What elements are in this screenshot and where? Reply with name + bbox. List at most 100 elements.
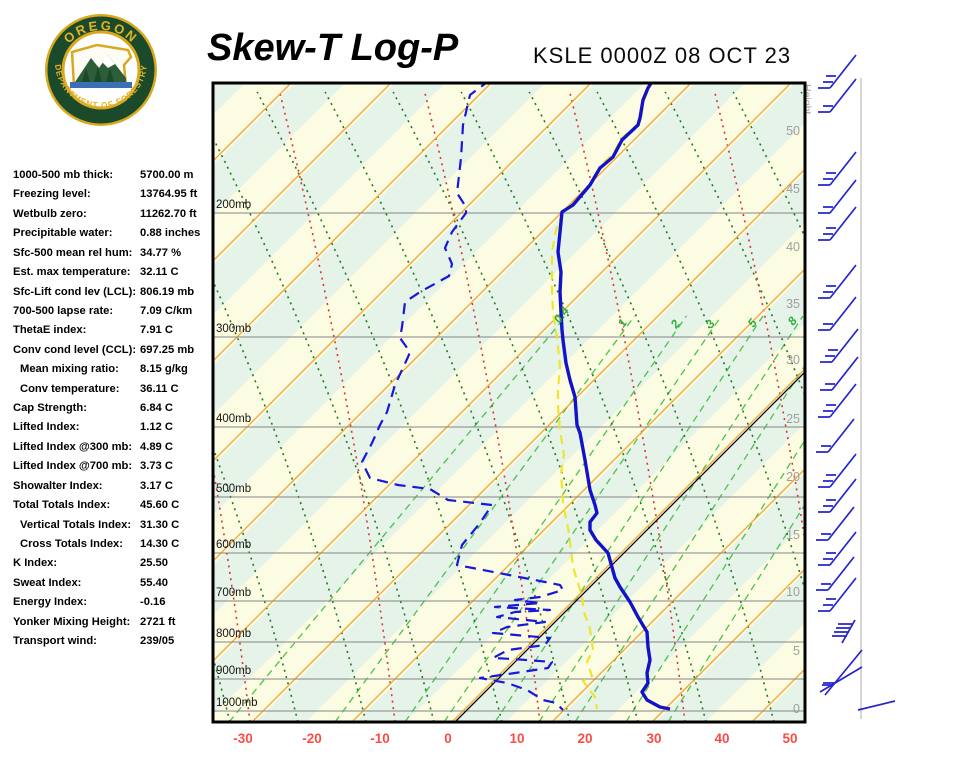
- wind-barb: [818, 179, 857, 214]
- index-label: Lifted Index @300 mb:: [13, 440, 133, 453]
- index-label: Lifted Index @700 mb:: [13, 460, 133, 473]
- index-label: Yonker Mixing Height:: [13, 615, 131, 628]
- index-row: Est. max temperature: 32.11 C: [0, 266, 205, 284]
- index-row: 700-500 lapse rate: 7.09 C/km: [0, 305, 205, 323]
- wind-barb: [816, 418, 855, 453]
- height-tick-label: 50: [786, 124, 800, 138]
- index-value: 11262.70 ft: [140, 207, 197, 220]
- wind-barb: [818, 54, 857, 89]
- temperature-tick-label: -20: [302, 731, 322, 746]
- index-label: ThetaE index:: [13, 324, 87, 337]
- height-tick-label: 30: [786, 353, 800, 367]
- wind-barb: [818, 78, 857, 113]
- wind-barb: [832, 619, 856, 644]
- index-label: Total Totals Index:: [13, 499, 111, 512]
- wind-barb: [818, 453, 857, 488]
- index-row: Precipitable water: 0.88 inches: [0, 227, 205, 245]
- index-row: Vertical Totals Index: 31.30 C: [0, 519, 205, 537]
- temperature-tick-label: -10: [370, 731, 390, 746]
- pressure-label: 500mb: [216, 483, 252, 495]
- index-row: Sfc-500 mean rel hum: 34.77 %: [0, 247, 205, 265]
- index-value: 4.89 C: [140, 440, 173, 453]
- temperature-tick-label: -30: [233, 731, 253, 746]
- index-label: Showalter Index:: [13, 479, 103, 492]
- wind-barb: [819, 666, 863, 693]
- index-row: Lifted Index: 1.12 C: [0, 421, 205, 439]
- index-value: 697.25 mb: [140, 343, 195, 356]
- pressure-label: 300mb: [216, 323, 252, 335]
- height-tick-label: 25: [786, 412, 800, 426]
- index-row: Sfc-Lift cond lev (LCL): 806.19 mb: [0, 286, 205, 304]
- temperature-tick-label: 50: [782, 731, 798, 746]
- index-value: 1.12 C: [140, 421, 173, 434]
- index-value: -0.16: [140, 596, 166, 609]
- temperature-tick-label: 30: [646, 731, 662, 746]
- index-value: 45.60 C: [140, 499, 180, 512]
- index-row: ThetaE index: 7.91 C: [0, 324, 205, 342]
- pressure-label: 700mb: [216, 587, 252, 599]
- height-tick-label: 10: [786, 585, 800, 599]
- index-value: 806.19 mb: [140, 285, 195, 298]
- pressure-label: 900mb: [216, 665, 252, 677]
- index-label: Conv temperature:: [20, 382, 120, 395]
- index-value: 55.40: [140, 576, 168, 589]
- page-title: Skew-T Log-P: [207, 27, 459, 69]
- wind-barb: [818, 151, 857, 186]
- index-row: Conv cond level (CCL): 697.25 mb: [0, 344, 205, 362]
- temperature-tick-label: 10: [509, 731, 525, 746]
- wind-barb: [818, 478, 857, 513]
- index-value: 32.11 C: [140, 266, 179, 279]
- height-tick-label: 0: [793, 702, 800, 716]
- pressure-label: 400mb: [216, 413, 252, 425]
- index-label: Cap Strength:: [13, 402, 87, 415]
- index-value: 34.77 %: [140, 246, 182, 259]
- index-value: 0.88 inches: [140, 227, 201, 240]
- index-label: Sfc-500 mean rel hum:: [13, 246, 133, 259]
- index-label: Est. max temperature:: [13, 266, 131, 279]
- index-row: Sweat Index: 55.40: [0, 577, 205, 595]
- index-value: 5700.00 m: [140, 169, 194, 181]
- wind-barb: [816, 556, 855, 591]
- index-row: Yonker Mixing Height: 2721 ft: [0, 616, 205, 634]
- wind-barb: [818, 383, 857, 418]
- index-label: Sweat Index:: [13, 576, 82, 589]
- height-tick-label: 15: [786, 528, 800, 542]
- index-row: Cross Totals Index: 14.30 C: [0, 538, 205, 556]
- index-value: 3.73 C: [140, 460, 173, 473]
- wind-barb-column: [816, 54, 896, 711]
- temperature-tick-label: 0: [444, 731, 452, 746]
- index-label: Cross Totals Index:: [20, 537, 123, 550]
- index-label: Conv cond level (CCL):: [13, 343, 137, 356]
- height-tick-label: 45: [786, 182, 800, 196]
- index-label: Mean mixing ratio:: [20, 363, 119, 376]
- plot-area: [213, 83, 805, 722]
- index-row: Mean mixing ratio: 8.15 g/kg: [0, 363, 205, 381]
- station-datetime: KSLE 0000Z 08 OCT 23: [533, 43, 792, 68]
- index-row: Transport wind: 239/05: [0, 635, 205, 653]
- wind-barb: [857, 700, 896, 711]
- wind-barb: [818, 206, 857, 241]
- pressure-label: 1000mb: [216, 697, 258, 709]
- index-value: 3.17 C: [140, 479, 173, 492]
- height-tick-label: 20: [786, 470, 800, 484]
- index-value: 2721 ft: [140, 615, 176, 628]
- index-value: 239/05: [140, 635, 175, 648]
- index-label: Sfc-Lift cond lev (LCL):: [13, 285, 137, 298]
- index-label: Precipitable water:: [13, 227, 113, 240]
- wind-barb: [820, 328, 859, 363]
- wind-barb: [818, 264, 857, 299]
- wind-barb: [820, 356, 859, 391]
- oregon-forestry-logo: OREGON DEPARTMENT OF FORESTRY: [45, 14, 157, 126]
- pressure-label: 200mb: [216, 199, 252, 211]
- wind-barb: [823, 649, 863, 696]
- index-value: 36.11 C: [140, 382, 179, 395]
- index-value: 6.84 C: [140, 402, 173, 415]
- index-value: 14.30 C: [140, 537, 180, 550]
- wind-barb: [818, 296, 857, 331]
- index-row: 1000-500 mb thick: 5700.00 m: [0, 169, 205, 187]
- index-row: Cap Strength: 6.84 C: [0, 402, 205, 420]
- index-row: Wetbulb zero: 11262.70 ft: [0, 208, 205, 226]
- wind-barb: [818, 531, 857, 566]
- index-value: 31.30 C: [140, 518, 180, 531]
